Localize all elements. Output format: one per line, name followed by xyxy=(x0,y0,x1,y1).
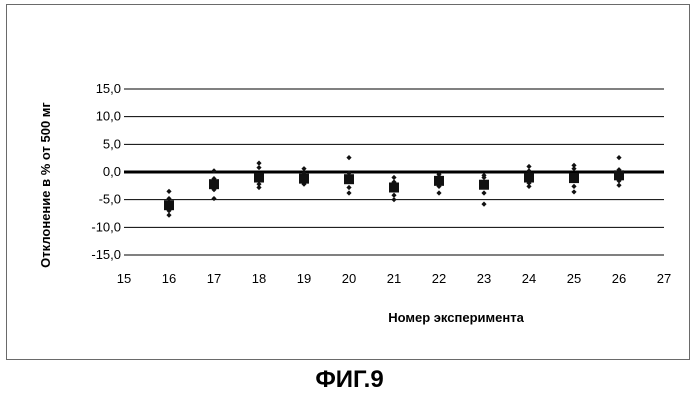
data-point-diamond xyxy=(211,187,217,193)
x-tick-label: 22 xyxy=(432,271,446,286)
data-point-diamond xyxy=(166,208,172,214)
data-point-square xyxy=(344,174,354,185)
y-tick-label: 0,0 xyxy=(103,164,121,179)
data-point-diamond xyxy=(526,168,532,174)
data-point-diamond xyxy=(166,188,172,194)
x-tick-label: 16 xyxy=(162,271,176,286)
x-tick-label: 21 xyxy=(387,271,401,286)
data-point-square xyxy=(479,179,489,190)
data-point-diamond xyxy=(481,174,487,181)
data-point-square xyxy=(524,172,534,183)
y-tick-label: -10,0 xyxy=(91,219,121,234)
y-tick-label: 15,0 xyxy=(96,81,121,96)
data-point-diamond xyxy=(616,182,622,188)
figure-caption: ФИГ.9 xyxy=(315,366,384,393)
x-tick-label: 19 xyxy=(297,271,311,286)
data-point-diamond xyxy=(436,173,442,180)
data-point-diamond xyxy=(526,183,532,189)
data-point-square xyxy=(389,182,399,193)
data-point-diamond xyxy=(166,195,172,202)
data-point-diamond xyxy=(166,212,172,218)
data-point-diamond xyxy=(346,190,352,196)
x-tick-label: 18 xyxy=(252,271,266,286)
data-point-diamond xyxy=(571,189,577,195)
x-tick-labels: 15 16 17 18 19 20 21 22 23 24 25 26 27 xyxy=(117,271,671,286)
data-point-diamond xyxy=(346,155,352,161)
y-tick-label: -15,0 xyxy=(91,247,121,262)
data-point-diamond xyxy=(436,190,442,196)
data-point-diamond xyxy=(391,179,397,185)
data-point-diamond xyxy=(256,164,262,171)
data-point-diamond xyxy=(616,155,622,161)
data-point-diamond xyxy=(256,184,262,191)
data-point-diamond xyxy=(346,170,352,176)
data-point-diamond xyxy=(391,192,397,198)
data-point-square xyxy=(164,200,174,211)
y-tick-label: 10,0 xyxy=(96,109,121,124)
data-point-square xyxy=(209,179,219,190)
data-point-diamond xyxy=(391,197,397,203)
chart-frame xyxy=(6,4,690,360)
data-point-square xyxy=(299,173,309,184)
data-point-diamond xyxy=(301,166,307,172)
x-tick-label: 27 xyxy=(657,271,671,286)
data-point-diamond xyxy=(256,181,262,187)
x-axis-label: Номер эксперимента xyxy=(388,310,524,325)
data-point-diamond xyxy=(436,183,442,189)
data-point-diamond xyxy=(571,162,577,168)
data-point-diamond xyxy=(391,174,397,181)
data-point-diamond xyxy=(301,170,307,176)
data-point-diamond xyxy=(616,167,622,173)
x-tick-label: 26 xyxy=(612,271,626,286)
y-tick-label: -5,0 xyxy=(99,192,121,207)
data-point-diamond xyxy=(481,201,487,207)
data-point-square xyxy=(569,173,579,184)
data-point-diamond xyxy=(616,178,622,184)
data-point-diamond xyxy=(526,163,532,170)
y-tick-label: 5,0 xyxy=(103,136,121,151)
data-marks xyxy=(164,155,624,218)
data-point-diamond xyxy=(301,181,307,187)
data-point-square xyxy=(614,170,624,181)
x-tick-label: 24 xyxy=(522,271,536,286)
data-point-diamond xyxy=(571,166,577,172)
x-tick-label: 20 xyxy=(342,271,356,286)
data-point-diamond xyxy=(526,180,532,186)
x-tick-label: 25 xyxy=(567,271,581,286)
data-point-diamond xyxy=(346,184,352,191)
data-point-square xyxy=(434,175,444,186)
data-point-diamond xyxy=(211,168,217,174)
x-tick-label: 15 xyxy=(117,271,131,286)
data-point-diamond xyxy=(211,195,217,202)
y-axis-label: Отклонение в % от 500 мг xyxy=(38,102,53,268)
data-point-diamond xyxy=(256,160,262,166)
data-point-square xyxy=(254,172,264,183)
data-point-diamond xyxy=(571,183,577,189)
data-point-diamond xyxy=(211,176,217,182)
data-point-diamond xyxy=(481,190,487,196)
y-tick-labels: 15,0 10,0 5,0 0,0 -5,0 -10,0 -15,0 xyxy=(91,81,121,262)
x-tick-label: 23 xyxy=(477,271,491,286)
x-tick-label: 17 xyxy=(207,271,221,286)
